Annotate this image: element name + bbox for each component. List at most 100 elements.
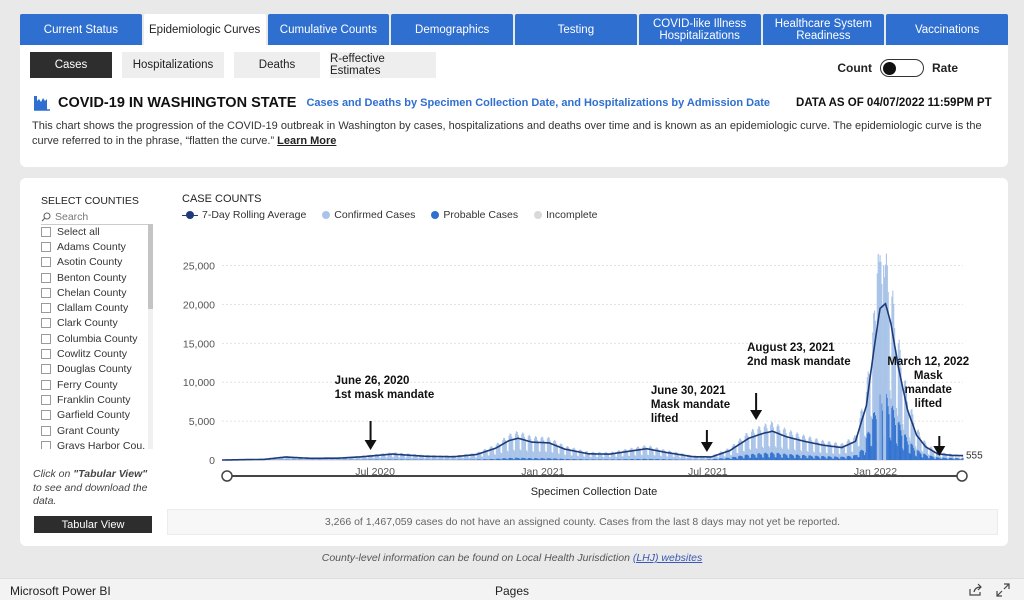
checkbox[interactable] — [41, 241, 51, 252]
date-range-slider-start-handle[interactable] — [221, 470, 233, 482]
daily-case-bar — [428, 455, 430, 460]
probable-case-bar — [790, 454, 792, 460]
probable-case-bar — [911, 443, 913, 460]
subtab-hospitalizations[interactable]: Hospitalizations — [122, 52, 224, 78]
legend-probable[interactable]: Probable Cases — [431, 209, 518, 221]
probable-case-bar — [565, 458, 568, 460]
county-list-scrollbar[interactable] — [148, 224, 153, 449]
probable-case-bar — [886, 397, 888, 460]
tab-demographics[interactable]: Demographics — [391, 14, 513, 45]
probable-case-bar — [490, 458, 492, 460]
county-list-item[interactable]: Benton County — [41, 270, 145, 285]
county-list-item[interactable]: Columbia County — [41, 331, 145, 346]
probable-case-bar — [915, 456, 918, 460]
daily-case-bar — [860, 410, 862, 460]
daily-case-bar — [783, 427, 785, 460]
daily-case-bar — [758, 425, 760, 460]
probable-case-bar — [519, 459, 521, 460]
checkbox[interactable] — [41, 394, 51, 405]
checkbox[interactable] — [41, 349, 51, 360]
lhj-websites-link[interactable]: (LHJ) websites — [632, 552, 703, 564]
county-list-item[interactable]: Asotin County — [41, 255, 145, 270]
daily-case-bar — [288, 457, 290, 460]
county-list-item[interactable]: Douglas County — [41, 362, 145, 377]
county-list-item[interactable]: Cowlitz County — [41, 346, 145, 361]
county-list-item[interactable]: Chelan County — [41, 285, 145, 300]
tab-current-status[interactable]: Current Status — [20, 14, 142, 45]
tab-vaccinations[interactable]: Vaccinations — [886, 14, 1008, 45]
count-rate-toggle[interactable] — [879, 59, 924, 77]
subtab-r-effective-estimates[interactable]: R-effective Estimates — [330, 52, 436, 78]
subtab-cases[interactable]: Cases — [30, 52, 112, 78]
daily-case-bar — [895, 407, 898, 460]
checkbox[interactable] — [41, 272, 51, 283]
daily-case-bar — [883, 265, 885, 460]
county-list-item[interactable]: Grays Harbor Cou... — [41, 438, 145, 449]
daily-case-bar — [959, 457, 961, 460]
daily-case-bar — [290, 458, 292, 460]
county-select-all[interactable]: Select all — [41, 224, 145, 239]
tab-epidemiologic-curves[interactable]: Epidemiologic Curves — [143, 14, 266, 45]
subtab-deaths[interactable]: Deaths — [234, 52, 320, 78]
tabular-view-button[interactable]: Tabular View — [34, 516, 152, 533]
checkbox[interactable] — [41, 425, 51, 436]
legend-dot-confirmed — [322, 211, 331, 219]
tab-testing[interactable]: Testing — [515, 14, 637, 45]
share-icon[interactable] — [968, 583, 984, 597]
probable-case-bar — [400, 459, 402, 460]
daily-case-bar — [720, 451, 722, 460]
probable-case-bar — [733, 456, 735, 460]
probable-case-bar — [560, 458, 562, 460]
learn-more-link[interactable]: Learn More — [277, 135, 337, 147]
county-list-item[interactable]: Clark County — [41, 316, 145, 331]
county-list-item[interactable]: Clallam County — [41, 300, 145, 315]
checkbox[interactable] — [41, 364, 51, 375]
checkbox[interactable] — [41, 226, 51, 237]
checkbox[interactable] — [41, 287, 51, 298]
daily-case-bar — [476, 452, 478, 460]
county-list-item[interactable]: Grant County — [41, 423, 145, 438]
legend-incomplete[interactable]: Incomplete — [534, 209, 598, 221]
probable-case-bar — [924, 453, 926, 460]
daily-case-bar — [909, 440, 911, 460]
daily-case-bar — [501, 453, 503, 460]
probable-case-bar — [720, 458, 722, 460]
daily-case-bar — [400, 453, 402, 460]
checkbox[interactable] — [41, 440, 51, 449]
pages-button[interactable]: Pages — [494, 584, 530, 598]
daily-case-bar — [955, 454, 957, 460]
daily-case-bar — [654, 455, 656, 460]
probable-case-bar — [619, 459, 621, 460]
county-list-item[interactable]: Ferry County — [41, 377, 145, 392]
probable-case-bar — [755, 457, 757, 460]
probable-case-bar — [779, 454, 781, 460]
probable-case-bar — [508, 458, 510, 460]
annotation-arrow-head — [750, 410, 763, 420]
scrollbar-thumb[interactable] — [148, 224, 153, 309]
legend-confirmed[interactable]: Confirmed Cases — [322, 209, 415, 221]
tab-covid-like-illness-hospitalizations[interactable]: COVID-like Illness Hospitalizations — [638, 14, 761, 45]
probable-case-bar — [520, 459, 522, 460]
checkbox[interactable] — [41, 333, 51, 344]
fullscreen-icon[interactable] — [996, 583, 1010, 597]
probable-case-bar — [823, 456, 826, 460]
daily-case-bar — [699, 458, 701, 460]
county-list-item[interactable]: Franklin County — [41, 392, 145, 407]
checkbox[interactable] — [41, 379, 51, 390]
daily-case-bar — [429, 456, 431, 460]
date-range-slider-end-handle[interactable] — [956, 470, 968, 482]
probable-case-bar — [938, 457, 940, 460]
tab-cumulative-counts[interactable]: Cumulative Counts — [267, 14, 390, 45]
checkbox[interactable] — [41, 410, 51, 421]
county-search-input[interactable]: Search — [41, 211, 149, 225]
checkbox[interactable] — [41, 318, 51, 329]
checkbox[interactable] — [41, 303, 51, 314]
daily-case-bar — [404, 457, 406, 460]
legend-rolling-average[interactable]: 7-Day Rolling Average — [182, 209, 306, 221]
daily-case-bar — [627, 451, 629, 460]
county-list-item[interactable]: Adams County — [41, 239, 145, 254]
checkbox[interactable] — [41, 257, 51, 268]
tab-healthcare-system-readiness[interactable]: Healthcare System Readiness — [762, 14, 885, 45]
probable-case-bar — [389, 459, 391, 460]
county-list-item[interactable]: Garfield County — [41, 408, 145, 423]
